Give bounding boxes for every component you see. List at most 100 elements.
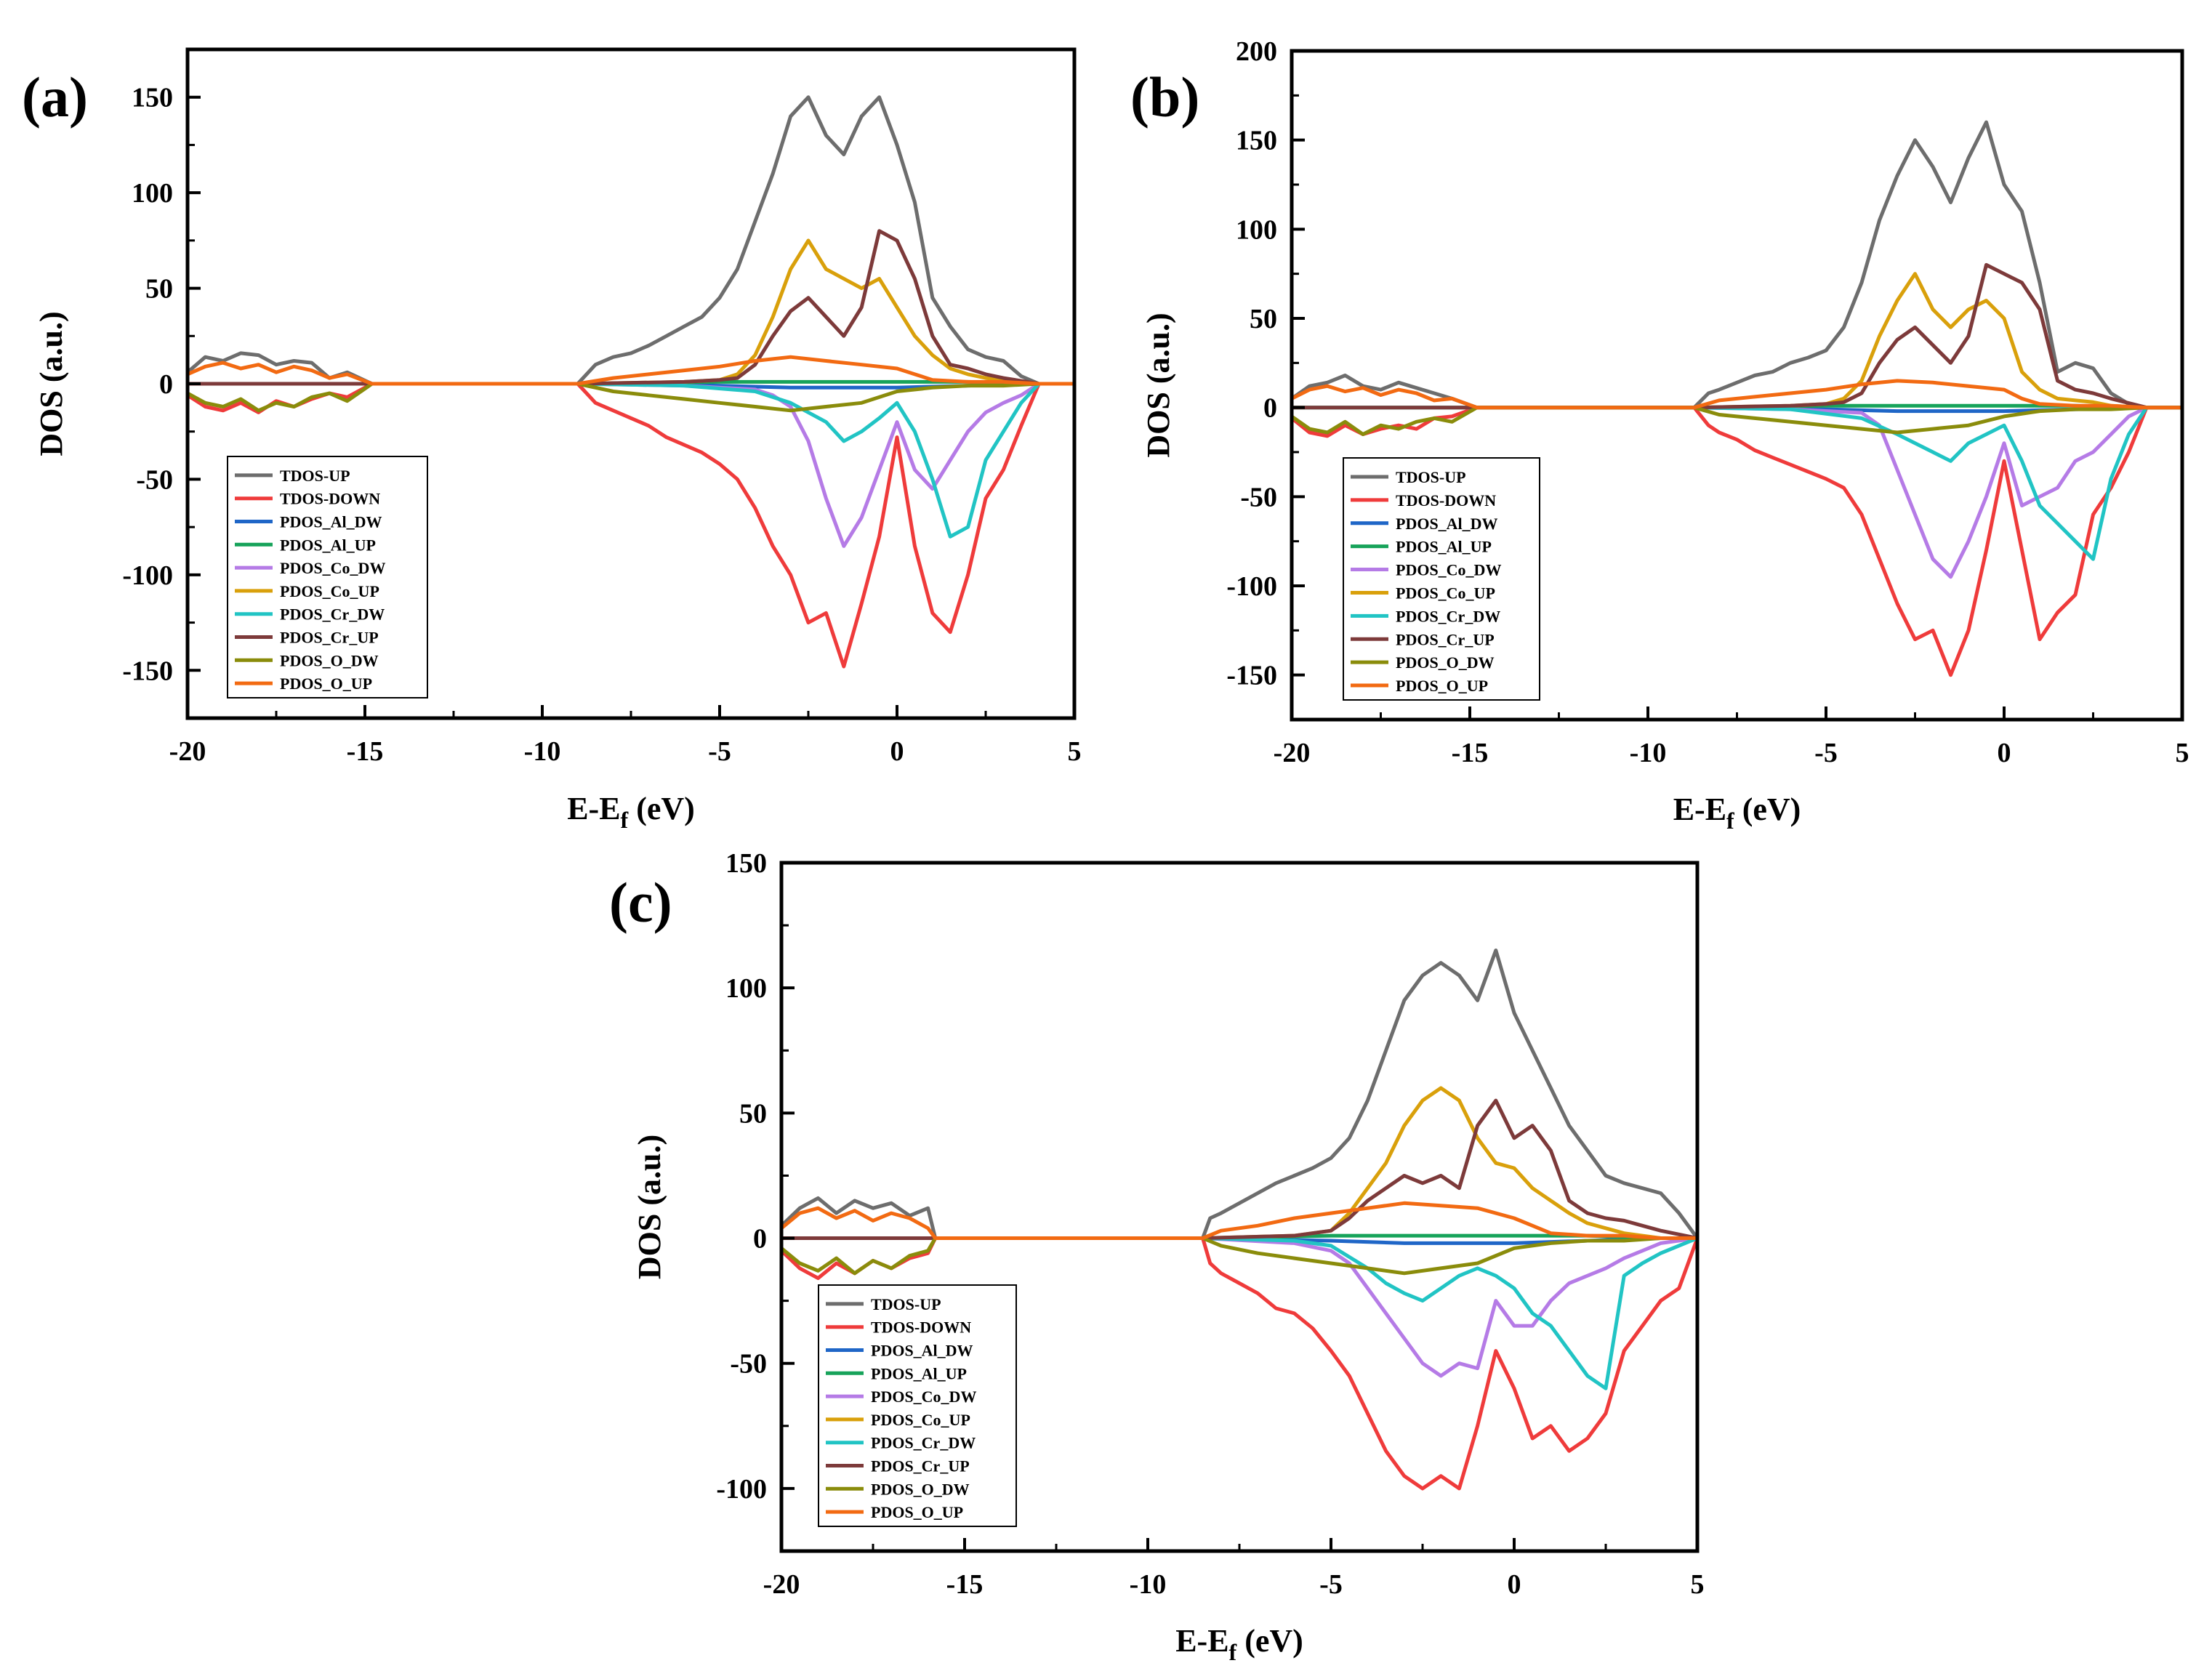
legend-label: PDOS_Al_UP xyxy=(1396,538,1492,556)
legend-label: PDOS_Co_DW xyxy=(1396,561,1501,579)
x-axis-label-sub: f xyxy=(621,807,629,833)
x-tick-label: -20 xyxy=(1274,738,1311,768)
legend-label: PDOS_O_DW xyxy=(280,651,379,669)
x-axis-label-tail: (eV) xyxy=(1734,792,1801,827)
series-line-pdos-co-up xyxy=(188,238,1074,386)
legend-label: PDOS_Cr_UP xyxy=(1396,630,1495,648)
legend-label: PDOS_O_DW xyxy=(1396,653,1495,672)
series-line-pdos-cr-dw xyxy=(781,1236,1697,1390)
panel-label: (a) xyxy=(22,65,88,129)
x-axis-label-sub: f xyxy=(1726,808,1734,834)
series-line-pdos-cr-dw xyxy=(1292,406,2182,561)
legend-label: PDOS_O_UP xyxy=(1396,677,1488,695)
x-tick-label: -20 xyxy=(763,1569,800,1600)
legend-label: PDOS_Al_DW xyxy=(871,1342,973,1360)
x-tick-label: 5 xyxy=(1691,1569,1705,1600)
legend-label: PDOS_Cr_DW xyxy=(1396,607,1500,625)
y-tick-label: -150 xyxy=(122,656,173,686)
legend-label: PDOS_Co_DW xyxy=(871,1388,976,1406)
y-tick-label: 0 xyxy=(159,369,173,400)
x-tick-label: -15 xyxy=(1452,738,1489,768)
y-tick-label: 50 xyxy=(1250,304,1277,334)
legend-label: PDOS_Cr_DW xyxy=(871,1434,976,1452)
y-tick-label: 100 xyxy=(1236,214,1277,245)
y-tick-label: 0 xyxy=(1263,393,1277,424)
x-axis-label: E-Ef (eV) xyxy=(1673,792,1801,834)
legend-label: TDOS-DOWN xyxy=(1396,491,1496,510)
legend-label: PDOS_Al_DW xyxy=(280,513,382,531)
x-tick-label: -10 xyxy=(524,736,561,767)
legend-label: PDOS_Al_UP xyxy=(871,1364,967,1382)
x-tick-label: -15 xyxy=(347,736,384,767)
x-tick-label: -20 xyxy=(169,736,206,767)
y-tick-label: 50 xyxy=(145,274,173,305)
series-line-pdos-o-up xyxy=(188,355,1074,386)
panel-label: (b) xyxy=(1130,65,1199,129)
legend-label: TDOS-UP xyxy=(871,1295,941,1313)
legend-label: PDOS_Al_UP xyxy=(280,536,376,554)
x-tick-label: 5 xyxy=(1068,736,1082,767)
y-tick-label: 50 xyxy=(739,1098,767,1129)
x-axis-label: E-Ef (eV) xyxy=(1175,1623,1303,1665)
series-line-pdos-cr-up xyxy=(1292,262,2182,410)
y-tick-label: -100 xyxy=(122,560,173,591)
x-tick-label: -5 xyxy=(1814,738,1838,768)
series-line-tdos-up xyxy=(188,95,1074,386)
series-line-pdos-cr-up xyxy=(781,1098,1697,1240)
series-line-pdos-o-up xyxy=(781,1201,1697,1240)
legend-label: PDOS_O_DW xyxy=(871,1480,970,1498)
x-tick-label: 0 xyxy=(890,736,904,767)
x-tick-label: 5 xyxy=(2176,738,2189,768)
series-line-tdos-up xyxy=(1292,120,2182,410)
x-axis-label-main: E-E xyxy=(567,791,620,826)
x-axis-label: E-Ef (eV) xyxy=(567,791,695,833)
legend-label: PDOS_Co_UP xyxy=(280,582,379,600)
x-tick-label: -10 xyxy=(1630,738,1667,768)
legend-label: PDOS_Co_DW xyxy=(280,559,385,577)
series-line-pdos-o-up xyxy=(1292,379,2182,410)
legend-label: PDOS_Cr_UP xyxy=(871,1457,970,1475)
legend: TDOS-UP TDOS-DOWN PDOS_Al_DW PDOS_Al_UP PDOS… xyxy=(227,456,428,698)
legend-label: TDOS-DOWN xyxy=(871,1318,971,1337)
series-group xyxy=(1292,120,2182,677)
x-tick-label: -5 xyxy=(708,736,731,767)
y-tick-label: 200 xyxy=(1236,36,1277,67)
series-line-pdos-cr-dw xyxy=(188,382,1074,539)
panel-a: -20 -15 -10 -5 0 5-150-100-50050100150(a)DOS … xyxy=(22,47,1082,833)
legend-label: PDOS_Al_DW xyxy=(1396,515,1498,533)
x-tick-label: 0 xyxy=(1508,1569,1521,1600)
legend-label: PDOS_Cr_UP xyxy=(280,629,379,647)
series-line-tdos-up xyxy=(781,949,1697,1240)
x-tick-label: 0 xyxy=(1998,738,2011,768)
x-axis-label-main: E-E xyxy=(1175,1623,1228,1659)
x-axis-label-sub: f xyxy=(1229,1639,1237,1665)
series-line-pdos-o-dw xyxy=(188,382,1074,413)
y-tick-label: 0 xyxy=(753,1224,767,1255)
series-line-pdos-co-dw xyxy=(1292,406,2182,579)
y-axis-label: DOS (a.u.) xyxy=(632,1135,667,1279)
x-tick-label: -5 xyxy=(1319,1569,1343,1600)
y-tick-label: -50 xyxy=(1240,482,1277,512)
y-tick-label: -150 xyxy=(1226,661,1277,691)
y-tick-label: 150 xyxy=(1236,126,1277,156)
y-axis-label: DOS (a.u.) xyxy=(33,311,69,456)
legend-label: TDOS-UP xyxy=(1396,468,1466,486)
x-axis-label-main: E-E xyxy=(1673,792,1726,827)
legend: TDOS-UP TDOS-DOWN PDOS_Al_DW PDOS_Al_UP PDOS… xyxy=(1343,457,1540,701)
y-tick-label: 100 xyxy=(132,178,173,209)
series-line-pdos-o-dw xyxy=(781,1236,1697,1276)
legend: TDOS-UP TDOS-DOWN PDOS_Al_DW PDOS_Al_UP PDOS… xyxy=(818,1284,1017,1527)
x-axis-label-tail: (eV) xyxy=(1236,1623,1303,1659)
legend-label: PDOS_O_UP xyxy=(871,1503,963,1521)
legend-label: PDOS_O_UP xyxy=(280,675,372,693)
x-axis-label-tail: (eV) xyxy=(628,791,695,826)
legend-label: TDOS-UP xyxy=(280,467,350,485)
series-line-pdos-co-up xyxy=(781,1086,1697,1240)
legend-label: PDOS_Co_UP xyxy=(871,1411,970,1429)
y-tick-label: 100 xyxy=(725,973,767,1004)
y-tick-label: -50 xyxy=(730,1349,767,1380)
x-tick-label: -10 xyxy=(1130,1569,1167,1600)
series-line-pdos-cr-up xyxy=(188,229,1074,386)
